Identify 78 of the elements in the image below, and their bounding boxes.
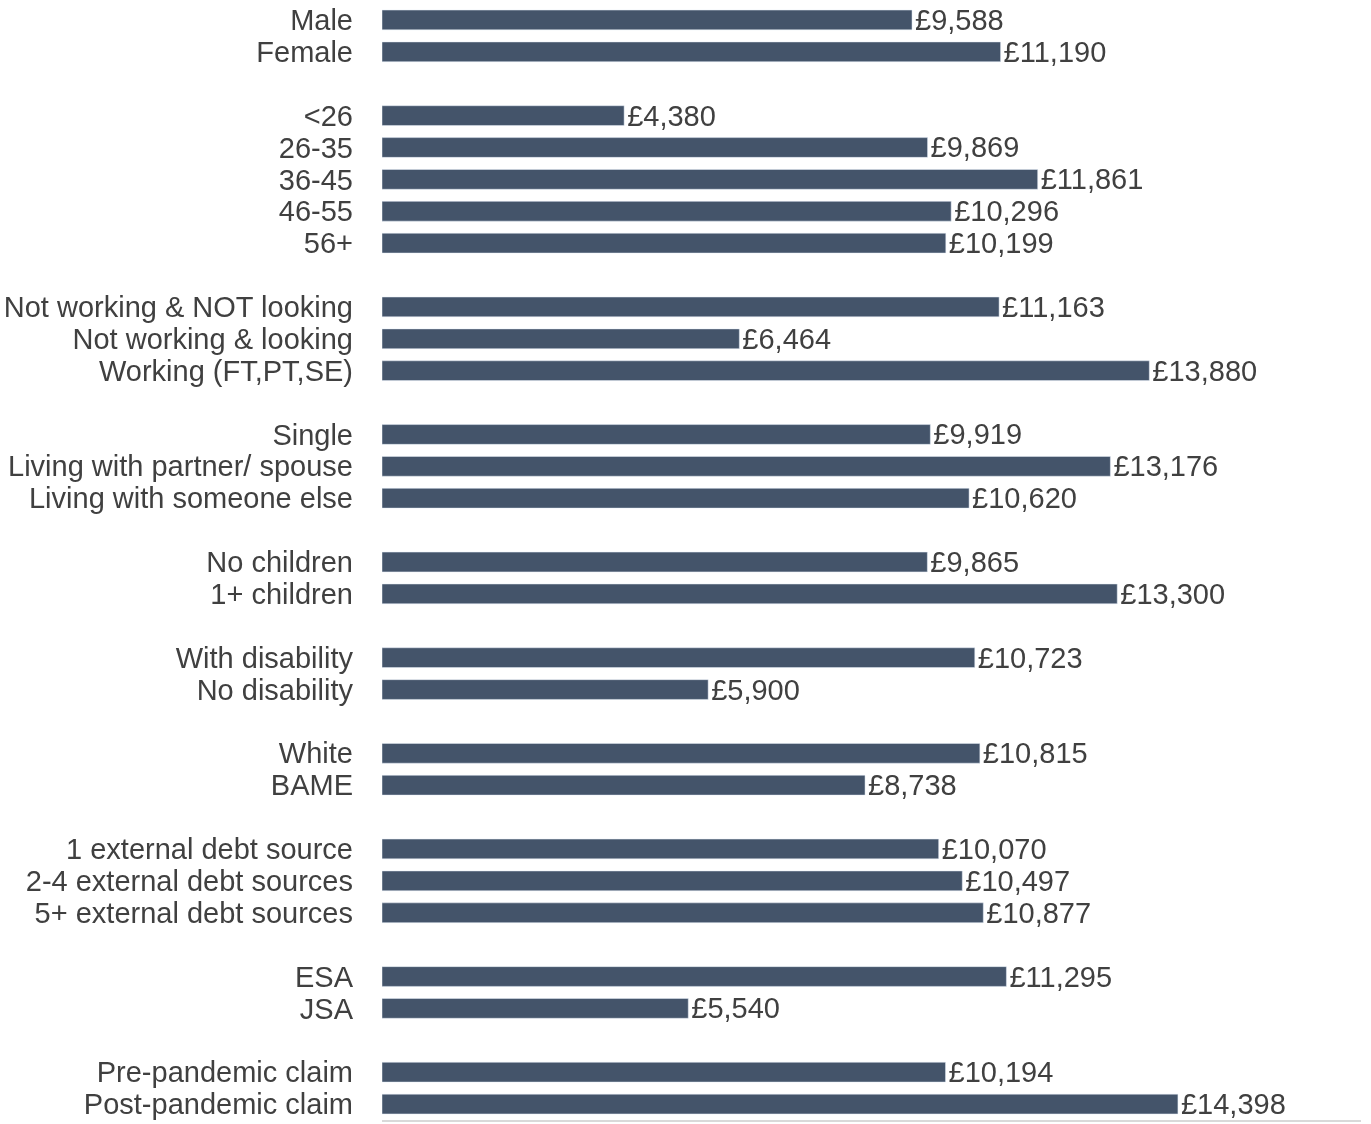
bar	[382, 583, 1118, 605]
data-label: £9,869	[930, 131, 1020, 164]
y-tick-label: Male	[290, 4, 353, 37]
bar	[382, 456, 1111, 477]
bar	[382, 137, 928, 158]
data-label: £10,296	[954, 195, 1059, 228]
data-label: £10,070	[941, 832, 1047, 865]
data-label: £5,900	[711, 673, 800, 706]
bar	[382, 488, 970, 509]
bar	[382, 105, 625, 126]
data-label: £5,540	[691, 992, 780, 1025]
y-tick-label: JSA	[299, 992, 354, 1025]
bar	[382, 328, 740, 349]
data-label: £10,199	[948, 227, 1054, 260]
bar	[382, 551, 928, 573]
data-label: £11,163	[1002, 290, 1105, 323]
bar	[382, 966, 1007, 987]
data-label: £11,295	[1009, 960, 1113, 993]
bar	[382, 838, 939, 860]
bar	[382, 296, 1000, 318]
y-tick-label: Working (FT,PT,SE)	[98, 354, 353, 387]
y-tick-label: Living with someone else	[28, 482, 353, 515]
bar	[382, 1062, 946, 1083]
y-tick-label: ESA	[294, 960, 354, 993]
bar	[382, 9, 913, 31]
bar	[382, 424, 931, 445]
bar	[382, 998, 689, 1019]
bar	[382, 233, 947, 254]
data-label: £13,300	[1120, 577, 1226, 610]
y-tick-label: 56+	[303, 227, 353, 260]
bar	[382, 679, 709, 700]
data-label: £10,497	[965, 864, 1071, 897]
y-tick-label: 36-45	[278, 163, 353, 196]
bar	[382, 360, 1150, 381]
data-label: £13,176	[1113, 450, 1219, 483]
data-label: £9,919	[933, 418, 1023, 451]
y-tick-label: 2-4 external debt sources	[25, 865, 353, 898]
data-label: £6,464	[742, 322, 832, 355]
y-tick-label: No children	[206, 546, 353, 579]
y-tick-label: 26-35	[278, 131, 353, 164]
data-label: £10,815	[982, 737, 1088, 770]
bar	[382, 169, 1038, 190]
data-label: £14,398	[1180, 1088, 1286, 1121]
y-tick-label: No disability	[196, 673, 354, 706]
bar	[382, 870, 963, 891]
y-tick-label: Female	[256, 35, 353, 68]
y-tick-label: 46-55	[278, 195, 353, 228]
bar	[382, 41, 1001, 62]
bar	[382, 647, 976, 668]
y-tick-label: Not working & NOT looking	[3, 291, 353, 324]
data-label: £10,877	[986, 896, 1092, 929]
data-label: £11,190	[1003, 35, 1107, 68]
bar	[382, 775, 866, 796]
bar	[382, 743, 981, 764]
data-label: £13,880	[1152, 354, 1258, 387]
data-label: £10,620	[972, 482, 1077, 515]
y-tick-label: White	[278, 737, 353, 770]
y-tick-label: Not working & looking	[72, 322, 353, 355]
data-label: £10,194	[948, 1056, 1054, 1089]
y-tick-label: BAME	[270, 769, 353, 802]
data-label: £8,738	[868, 769, 957, 802]
data-label: £11,861	[1040, 163, 1144, 196]
y-tick-label: 5+ external debt sources	[34, 896, 353, 929]
data-label: £10,723	[977, 641, 1083, 674]
data-label: £9,865	[930, 546, 1020, 578]
bar	[382, 201, 952, 222]
y-tick-label: Living with partner/ spouse	[8, 450, 353, 483]
y-tick-label: Post-pandemic claim	[83, 1088, 353, 1121]
data-label: £9,588	[915, 3, 1004, 36]
y-tick-label: <26	[303, 99, 353, 132]
data-label: £4,380	[627, 99, 716, 132]
bar	[382, 902, 984, 923]
y-tick-label: Single	[272, 418, 353, 451]
y-tick-label: With disability	[175, 641, 354, 674]
y-tick-label: Pre-pandemic claim	[96, 1056, 353, 1089]
bar	[382, 1093, 1179, 1115]
y-tick-label: 1 external debt source	[66, 833, 353, 866]
y-tick-label: 1+ children	[210, 578, 353, 611]
